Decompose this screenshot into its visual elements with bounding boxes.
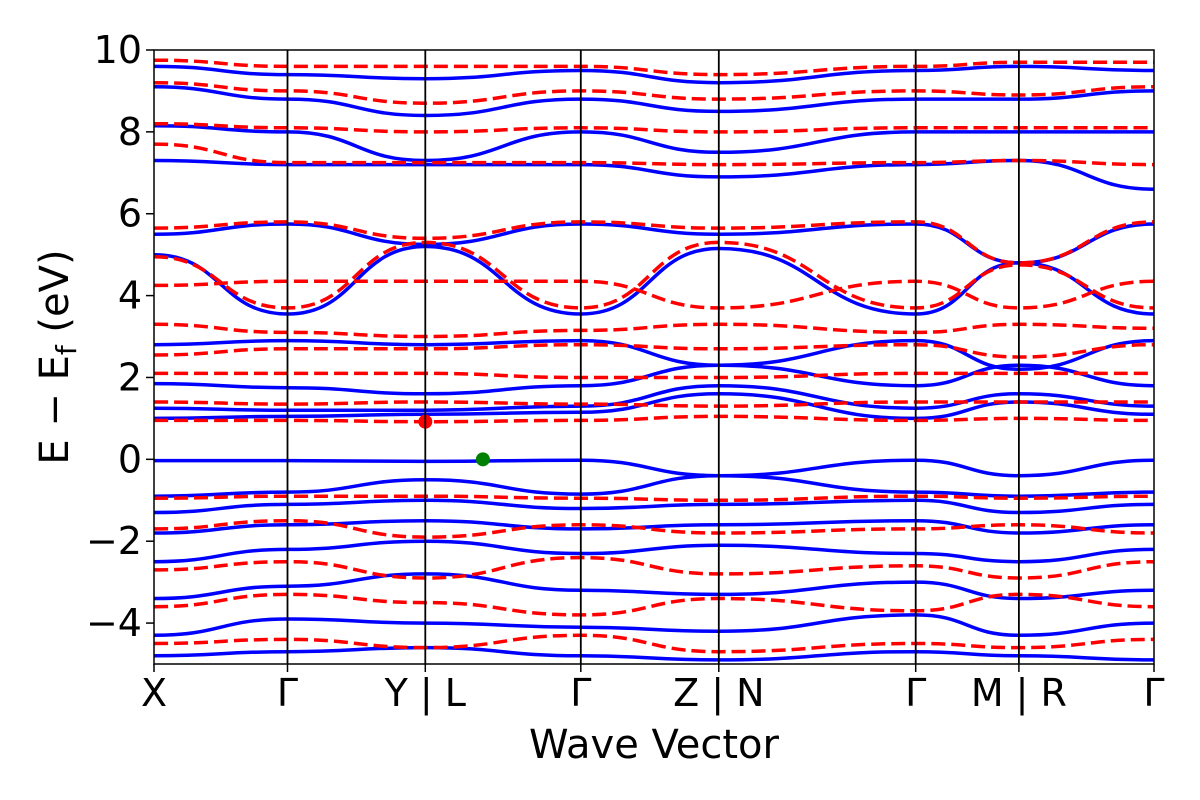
x-tick-label: Γ (570, 671, 591, 715)
y-axis-title: E − Ef (eV) (32, 249, 83, 464)
series-1-band-10 (154, 383, 1154, 412)
series-1-band-8 (154, 645, 1154, 662)
series-1-band-16 (154, 123, 1154, 163)
x-tick-label: Γ (277, 671, 298, 715)
series-1-band-12 (154, 338, 1154, 372)
series-1-band-14 (154, 222, 1154, 265)
x-tick-label: X (141, 671, 167, 715)
series-2-band-3 (154, 555, 1154, 580)
series-2-band-16 (154, 80, 1154, 105)
y-axis-title-unit: (eV) (32, 249, 78, 345)
x-tick-label: Γ (905, 671, 926, 715)
series-2-band-8 (154, 371, 1154, 380)
series-2-band-4 (154, 592, 1154, 617)
series-2-band-10 (154, 322, 1154, 339)
series-1-band-13 (154, 244, 1154, 316)
series-1-band-5 (154, 539, 1154, 564)
series-2-band-6 (154, 414, 1154, 424)
y-tick-label: 2 (118, 355, 142, 399)
series-1-band-18 (154, 64, 1154, 85)
series-2-band-1 (154, 494, 1154, 503)
series-1-band-3 (154, 498, 1154, 515)
y-tick-label: 4 (118, 274, 142, 318)
high-symmetry-lines (286, 50, 1020, 664)
x-tick-label: Γ (1143, 671, 1164, 715)
series-2-band-13 (154, 220, 1154, 265)
series-2-band-5 (154, 633, 1154, 654)
y-tick-label: 0 (118, 437, 142, 481)
bands-layer (154, 58, 1154, 662)
x-tick-label: Z | N (673, 671, 764, 716)
series-2-band-11 (154, 279, 1154, 310)
x-tick-label: Y | L (384, 671, 466, 716)
x-axis-ticks: X Γ Y | L Γ Z | N Γ M | R Γ (141, 664, 1165, 716)
y-tick-label: 8 (118, 110, 142, 154)
series-2-band-17 (154, 58, 1154, 77)
series-1-band-11 (154, 363, 1154, 396)
series-1-band-4 (154, 518, 1154, 535)
series-1-band-7 (154, 613, 1154, 638)
x-axis-title: Wave Vector (529, 722, 780, 768)
x-tick-label: M | R (971, 671, 1067, 716)
series-2-band-9 (154, 342, 1154, 359)
series-1-band-1 (154, 458, 1154, 478)
series-2-band-2 (154, 518, 1154, 539)
y-tick-label: −4 (86, 601, 142, 645)
y-tick-label: −2 (86, 519, 142, 563)
plot-frame (153, 49, 1155, 665)
vbm-marker (475, 452, 490, 467)
y-tick-label: 10 (94, 28, 142, 72)
series-1-band-17 (154, 85, 1154, 118)
y-axis-title-main: E − E (32, 355, 78, 465)
series-2-band-14 (154, 142, 1154, 167)
y-axis-title-sub: f (50, 344, 83, 355)
y-tick-label: 6 (118, 192, 142, 236)
series-2-band-7 (154, 400, 1154, 408)
series-1-band-2 (154, 473, 1154, 498)
series-2-band-15 (154, 121, 1154, 134)
y-axis-ticks: −4 −2 0 2 4 6 8 10 (86, 28, 154, 645)
